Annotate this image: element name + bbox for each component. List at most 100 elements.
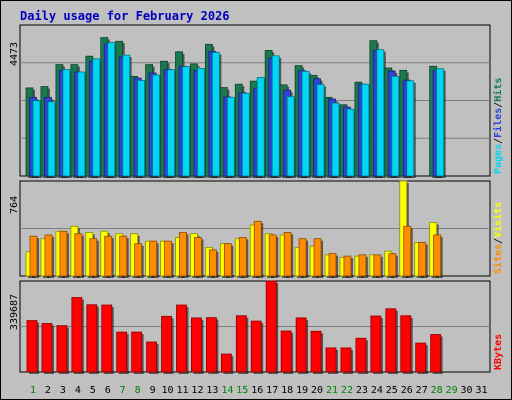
kbytes-bar	[220, 353, 234, 374]
pages-bar	[62, 69, 72, 178]
bar-fill	[301, 70, 310, 177]
legend-item: KBytes	[493, 334, 504, 370]
bar-fill	[430, 334, 442, 373]
sites-bar	[89, 238, 99, 278]
sites-bar	[208, 249, 219, 278]
sites-bar	[388, 253, 398, 278]
kbytes-bar	[146, 341, 159, 374]
bar-fill	[436, 68, 445, 177]
bar-fill	[41, 323, 53, 373]
x-tick-label: 13	[206, 385, 218, 396]
bar-fill	[226, 96, 235, 177]
bar-fill	[268, 234, 277, 277]
bar-fill	[101, 304, 113, 373]
bar-fill	[56, 325, 68, 373]
bar-fill	[167, 69, 175, 177]
kbytes-bar	[310, 330, 324, 374]
x-tick-label: 31	[475, 385, 487, 396]
x-tick-label: 10	[162, 385, 174, 396]
bar-fill	[62, 69, 71, 177]
bar-fill	[418, 242, 427, 277]
bar-fill	[241, 92, 250, 177]
kbytes-bar	[235, 315, 249, 374]
bar-fill	[391, 76, 400, 177]
bar-fill	[137, 80, 146, 177]
sites-bar	[149, 240, 159, 278]
bar-fill	[205, 317, 217, 373]
pages-bar	[107, 42, 117, 178]
pages-bar	[331, 102, 341, 178]
kbytes-bar	[86, 304, 99, 374]
x-tick-label: 29	[446, 385, 458, 396]
pages-bar	[197, 67, 207, 178]
bar-fill	[131, 331, 143, 373]
pages-bar	[241, 92, 252, 178]
bar-fill	[313, 238, 322, 277]
legend: KBytes	[493, 334, 504, 370]
kbytes-bar	[385, 308, 398, 374]
legend-item: Sites	[492, 244, 504, 274]
bar-fill	[47, 101, 56, 177]
legend-item: Hits	[492, 78, 504, 102]
legend-item: Pages	[493, 144, 504, 174]
bar-fill	[220, 353, 232, 373]
x-tick-label: 3	[60, 385, 66, 396]
bar-fill	[149, 240, 158, 277]
x-tick-label: 18	[281, 385, 293, 396]
bar-fill	[191, 317, 202, 373]
sites-bar	[179, 232, 189, 278]
kbytes-bar	[205, 317, 219, 374]
bar-fill	[152, 74, 161, 177]
x-tick-label: 25	[386, 385, 398, 396]
bar-fill	[298, 238, 307, 277]
x-tick-label: 19	[296, 385, 308, 396]
pages-bar	[152, 74, 162, 178]
x-tick-label: 24	[371, 385, 383, 396]
bar-fill	[286, 96, 295, 177]
x-tick-label: 21	[326, 385, 338, 396]
sites-bar	[238, 237, 249, 278]
bar-fill	[325, 347, 337, 373]
x-tick-label: 7	[120, 385, 126, 396]
kbytes-bar	[101, 304, 114, 374]
bar-fill	[415, 342, 427, 373]
x-tick-label: 23	[356, 385, 368, 396]
x-tick-label: 4	[75, 385, 81, 396]
x-tick-label: 9	[150, 385, 156, 396]
bar-fill	[194, 237, 202, 277]
bar-fill	[223, 243, 232, 277]
sites-bar	[119, 235, 129, 278]
sites-bar	[328, 253, 338, 278]
x-tick-label: 30	[461, 385, 473, 396]
panel-2: 764 Sites/Visits	[9, 180, 504, 278]
sites-bar	[343, 255, 353, 278]
x-tick-label: 6	[105, 385, 111, 396]
pages-bar	[316, 84, 327, 178]
legend: Sites/Visits	[492, 202, 504, 274]
kbytes-bar	[325, 347, 338, 374]
bar-fill	[295, 317, 307, 373]
sites-bar	[104, 235, 114, 278]
bar-fill	[253, 220, 262, 277]
bar-fill	[433, 234, 442, 277]
sites-bar	[44, 234, 54, 278]
sites-bar	[283, 232, 294, 278]
sites-bar	[134, 243, 144, 278]
bar-fill	[256, 77, 265, 177]
sites-bar	[358, 254, 368, 278]
panel-3: 339687 KBytes	[9, 280, 504, 374]
pages-bar	[122, 54, 132, 178]
bar-fill	[122, 54, 131, 177]
pages-bar	[391, 76, 401, 178]
bar-fill	[29, 235, 38, 277]
sites-bar	[373, 254, 383, 278]
bar-fill	[92, 58, 101, 177]
bar-fill	[265, 280, 277, 373]
bar-fill	[179, 232, 187, 277]
bar-fill	[86, 304, 98, 373]
x-tick-label: 17	[266, 385, 278, 396]
bar-fill	[280, 330, 292, 373]
kbytes-bar	[41, 323, 54, 374]
bar-fill	[355, 337, 367, 373]
